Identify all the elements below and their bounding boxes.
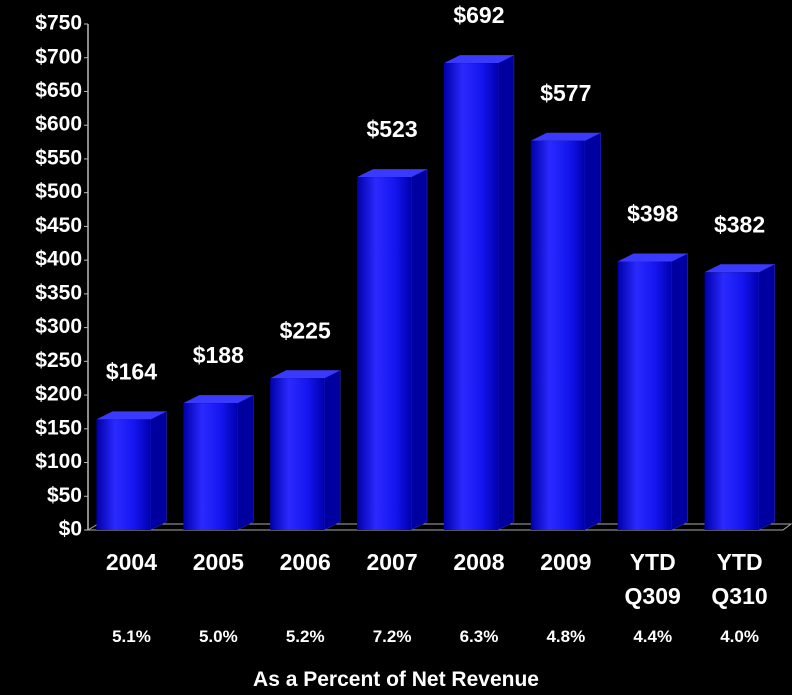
- y-tick-label: $550: [35, 146, 82, 169]
- bar-side: [758, 263, 775, 531]
- percent-label: 7.2%: [372, 627, 412, 646]
- bar-top: [357, 169, 428, 178]
- bar-side: [671, 253, 688, 531]
- bar-top: [704, 264, 775, 273]
- bar: [704, 263, 775, 531]
- percent-label: 5.1%: [112, 627, 151, 646]
- value-label: $523: [366, 116, 417, 142]
- y-tick-label: $600: [35, 113, 82, 136]
- bar-front: [96, 419, 151, 530]
- x-tick-label: 2007: [366, 549, 418, 575]
- y-tick-label: $50: [47, 484, 82, 507]
- bar: [530, 132, 602, 531]
- percent-label: 5.0%: [198, 627, 238, 646]
- y-tick-label: $700: [35, 45, 82, 68]
- y-tick-label: $400: [35, 248, 82, 271]
- bar: [443, 54, 515, 531]
- y-tick-label: $250: [35, 349, 82, 372]
- bar: [96, 410, 167, 531]
- bar-side: [497, 54, 515, 531]
- bar-side: [410, 168, 428, 531]
- y-tick-label: $350: [35, 281, 82, 304]
- value-label: $188: [193, 342, 244, 368]
- bar-front: [704, 272, 759, 530]
- x-tick-label: 2009: [540, 549, 592, 575]
- bar: [617, 253, 688, 531]
- bar-front: [183, 403, 238, 530]
- bar: [357, 168, 428, 531]
- bar: [183, 394, 254, 531]
- bar-top: [96, 411, 167, 420]
- y-tick-label: $300: [35, 315, 82, 338]
- value-label: $164: [106, 358, 157, 384]
- value-label: $382: [714, 211, 765, 237]
- y-tick-label: $200: [35, 383, 82, 406]
- y-tick-label: $150: [35, 416, 82, 439]
- bar-top: [270, 370, 341, 379]
- percent-label: 4.8%: [546, 627, 586, 646]
- value-label: $398: [627, 201, 678, 227]
- x-tick-label: YTD Q309: [624, 549, 681, 609]
- value-label: $577: [540, 80, 591, 106]
- bar-top: [530, 132, 601, 141]
- percent-label: 4.0%: [720, 627, 759, 646]
- bar-side: [237, 394, 254, 531]
- bar-front: [357, 177, 412, 530]
- percent-label: 4.4%: [633, 627, 673, 646]
- y-tick-label: $100: [35, 450, 82, 473]
- bar-top: [443, 55, 514, 64]
- y-tick-label: $500: [35, 180, 82, 203]
- bar-side: [323, 369, 341, 531]
- y-tick-label: $750: [35, 12, 82, 35]
- bar-top: [617, 253, 688, 262]
- value-label: $692: [453, 2, 504, 28]
- x-tick-label: 2005: [192, 549, 244, 575]
- bar-front: [530, 140, 585, 530]
- percent-label: 5.2%: [285, 627, 325, 646]
- bar-front: [617, 261, 672, 530]
- y-tick-label: $0: [59, 518, 82, 541]
- bar-front: [443, 63, 498, 530]
- bar-top: [183, 395, 254, 404]
- x-tick-label: 2006: [279, 549, 331, 575]
- x-tick-label: YTD Q310: [711, 549, 768, 609]
- bar: [270, 369, 341, 531]
- y-tick-label: $450: [35, 214, 82, 237]
- x-tick-label: 2008: [453, 549, 505, 575]
- footnote: As a Percent of Net Revenue: [253, 668, 539, 691]
- value-label: $225: [280, 317, 331, 343]
- x-tick-label: 2004: [105, 549, 158, 575]
- y-tick-label: $650: [35, 79, 82, 102]
- bar-front: [270, 378, 325, 530]
- bar-side: [150, 410, 167, 531]
- percent-label: 6.3%: [459, 627, 499, 646]
- bar-side: [584, 132, 602, 531]
